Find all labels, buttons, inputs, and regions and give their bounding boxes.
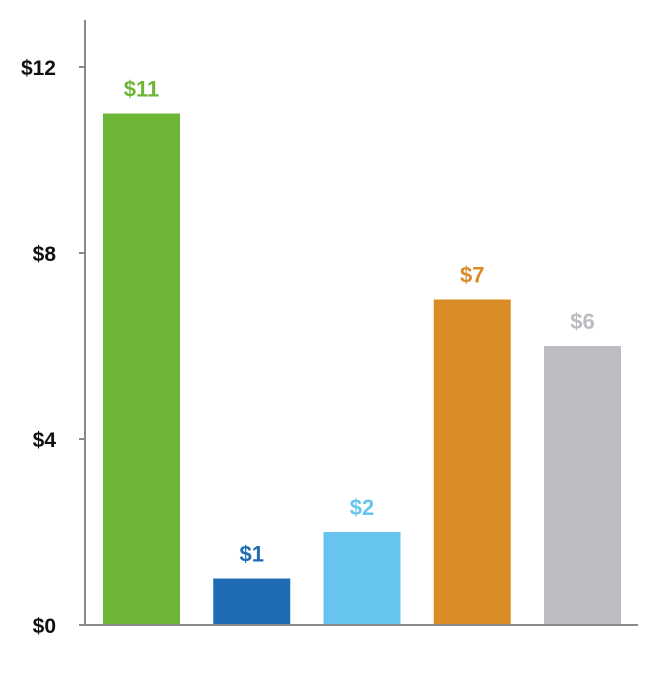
y-tick-label: $8 [33, 243, 57, 266]
y-axis-ticks: $0 $4 $8 $12 [21, 57, 85, 638]
bar-value-label: $11 [124, 77, 160, 102]
y-tick-label: $12 [21, 57, 56, 80]
bar [213, 578, 291, 625]
y-tick-label: $4 [33, 429, 57, 452]
bars [103, 113, 621, 625]
bar [544, 346, 621, 625]
bar [433, 299, 511, 625]
bar-value-labels: $11 $1 $2 $7 $6 [124, 77, 595, 567]
bar-value-label: $6 [570, 309, 594, 334]
bar-value-label: $1 [240, 542, 264, 567]
y-tick-label: $0 [33, 615, 56, 638]
bar [323, 532, 401, 625]
bar-value-label: $7 [460, 263, 484, 288]
bar [103, 113, 180, 625]
bar-value-label: $2 [350, 495, 374, 520]
